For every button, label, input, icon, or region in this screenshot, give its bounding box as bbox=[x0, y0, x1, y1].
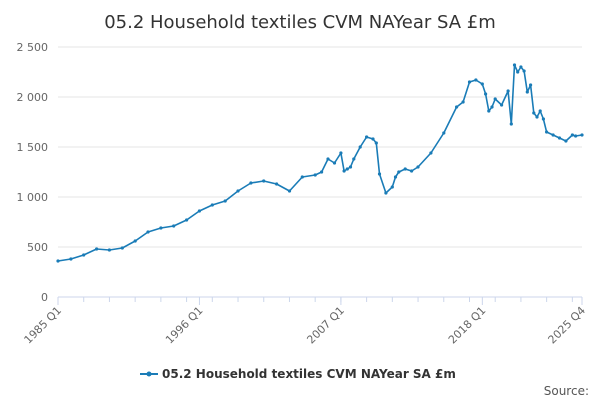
data-point[interactable] bbox=[393, 175, 398, 179]
data-point[interactable] bbox=[120, 246, 124, 250]
y-tick-label: 1 500 bbox=[17, 141, 49, 154]
legend-label: 05.2 Household textiles CVM NAYear SA £m bbox=[162, 367, 456, 381]
data-point[interactable] bbox=[429, 151, 433, 155]
data-point[interactable] bbox=[223, 199, 227, 203]
data-point[interactable] bbox=[455, 105, 459, 109]
y-tick-label: 500 bbox=[27, 241, 48, 254]
series-layer bbox=[56, 63, 584, 263]
y-tick-label: 0 bbox=[41, 291, 48, 304]
data-point[interactable] bbox=[107, 248, 111, 252]
data-point[interactable] bbox=[374, 141, 378, 145]
data-point[interactable] bbox=[403, 167, 407, 171]
data-point[interactable] bbox=[371, 137, 375, 141]
data-point[interactable] bbox=[326, 157, 330, 161]
data-point[interactable] bbox=[390, 185, 394, 189]
data-point[interactable] bbox=[339, 151, 343, 155]
data-point[interactable] bbox=[69, 257, 73, 261]
data-point[interactable] bbox=[365, 135, 369, 139]
data-point[interactable] bbox=[480, 82, 484, 86]
data-point[interactable] bbox=[493, 97, 497, 101]
data-point[interactable] bbox=[348, 165, 353, 169]
data-point[interactable] bbox=[320, 170, 324, 174]
x-tick-label: 2007 Q1 bbox=[304, 304, 347, 347]
data-point[interactable] bbox=[275, 182, 279, 186]
y-tick-label: 2 000 bbox=[17, 91, 49, 104]
data-point[interactable] bbox=[529, 83, 533, 87]
y-tick-label: 1 000 bbox=[17, 191, 49, 204]
data-point[interactable] bbox=[397, 170, 401, 174]
data-point[interactable] bbox=[442, 131, 446, 135]
data-point[interactable] bbox=[512, 63, 517, 67]
data-point[interactable] bbox=[461, 100, 465, 104]
data-point[interactable] bbox=[574, 134, 578, 138]
data-point[interactable] bbox=[377, 172, 382, 176]
data-point[interactable] bbox=[410, 169, 414, 173]
data-point[interactable] bbox=[342, 169, 346, 173]
data-point[interactable] bbox=[236, 189, 240, 193]
data-point[interactable] bbox=[332, 161, 337, 165]
data-point[interactable] bbox=[352, 157, 356, 161]
gridlines bbox=[58, 46, 582, 248]
data-point[interactable] bbox=[313, 173, 317, 177]
data-point[interactable] bbox=[82, 253, 86, 257]
data-point[interactable] bbox=[522, 69, 526, 73]
data-point[interactable] bbox=[487, 109, 491, 113]
x-tick-label: 2018 Q1 bbox=[446, 304, 489, 347]
data-point[interactable] bbox=[197, 209, 201, 213]
data-point[interactable] bbox=[490, 105, 494, 109]
data-point[interactable] bbox=[358, 145, 362, 149]
data-point[interactable] bbox=[416, 165, 420, 169]
y-axis: 0 500 1 000 1 500 2 000 2 500 bbox=[17, 41, 49, 304]
data-point[interactable] bbox=[557, 136, 562, 140]
data-point[interactable] bbox=[541, 117, 546, 121]
data-point[interactable] bbox=[551, 133, 555, 137]
data-point[interactable] bbox=[56, 259, 60, 263]
data-point[interactable] bbox=[287, 189, 292, 193]
data-point[interactable] bbox=[467, 80, 472, 84]
data-point[interactable] bbox=[564, 139, 568, 143]
source-label: Source: bbox=[544, 384, 589, 398]
data-point[interactable] bbox=[500, 103, 504, 107]
data-point[interactable] bbox=[210, 203, 214, 207]
data-point[interactable] bbox=[384, 191, 388, 195]
data-point[interactable] bbox=[525, 90, 529, 94]
y-tick-label: 2 500 bbox=[17, 41, 49, 54]
data-point[interactable] bbox=[570, 133, 575, 137]
x-tick-label: 1985 Q1 bbox=[22, 304, 65, 347]
data-point[interactable] bbox=[519, 65, 523, 69]
data-point[interactable] bbox=[172, 224, 176, 228]
data-point[interactable] bbox=[484, 92, 488, 96]
series-line[interactable] bbox=[57, 64, 583, 262]
data-point[interactable] bbox=[538, 109, 542, 113]
data-point[interactable] bbox=[345, 167, 349, 171]
data-point[interactable] bbox=[146, 230, 150, 234]
data-point[interactable] bbox=[133, 239, 137, 243]
data-point[interactable] bbox=[516, 70, 520, 74]
legend[interactable]: 05.2 Household textiles CVM NAYear SA £m bbox=[140, 367, 456, 381]
data-point[interactable] bbox=[159, 226, 163, 230]
data-point[interactable] bbox=[509, 122, 513, 126]
data-point[interactable] bbox=[580, 133, 584, 137]
chart-title: 05.2 Household textiles CVM NAYear SA £m bbox=[104, 12, 496, 33]
x-tick-label: 2025 Q4 bbox=[546, 304, 589, 347]
data-point[interactable] bbox=[506, 89, 510, 93]
data-point[interactable] bbox=[532, 111, 536, 115]
data-point[interactable] bbox=[474, 78, 478, 82]
data-point[interactable] bbox=[300, 175, 304, 179]
legend-swatch-marker bbox=[146, 371, 152, 377]
x-tick-label: 1996 Q1 bbox=[163, 304, 206, 347]
data-point[interactable] bbox=[535, 115, 539, 119]
data-point[interactable] bbox=[249, 181, 253, 185]
data-point[interactable] bbox=[95, 247, 99, 251]
x-axis: 1985 Q1 1996 Q1 2007 Q1 2018 Q1 2025 Q4 bbox=[22, 297, 589, 347]
data-point[interactable] bbox=[262, 179, 266, 183]
data-point[interactable] bbox=[545, 130, 549, 134]
data-point[interactable] bbox=[185, 218, 189, 222]
